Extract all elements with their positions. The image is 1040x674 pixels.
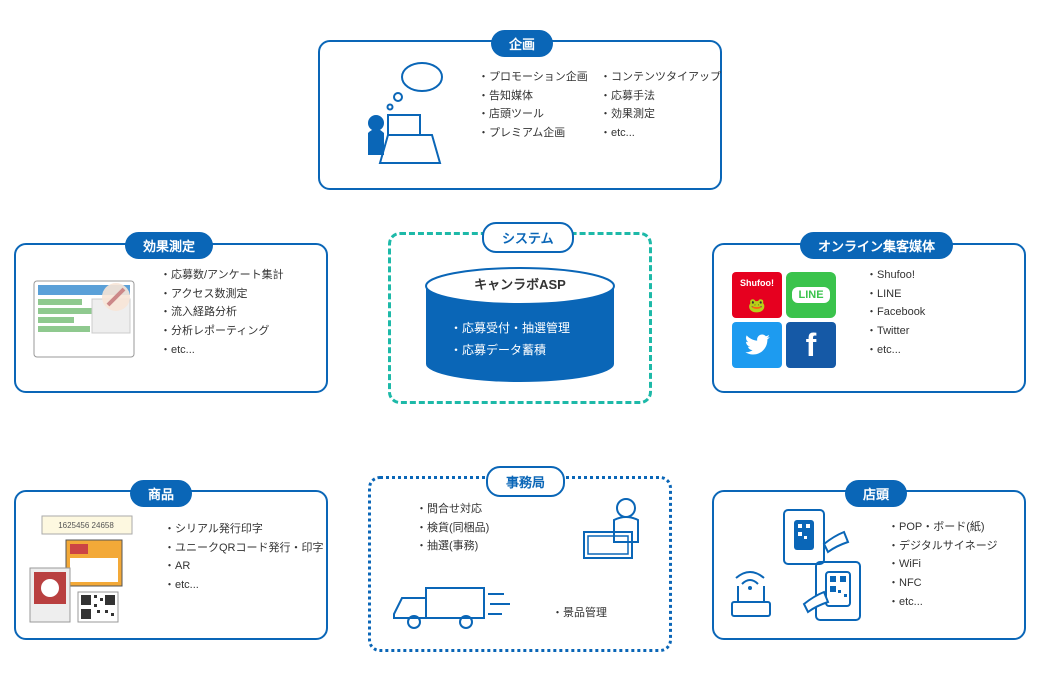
store-items: POP・ボード(紙) デジタルサイネージ WiFi NFC etc...	[888, 518, 998, 611]
system-center-label: キャンラボASP	[416, 274, 624, 293]
planning-items-1: プロモーション企画 告知媒体 店頭ツール プレミアム企画	[478, 68, 588, 143]
planning-icon	[340, 55, 460, 175]
shufoo-icon: Shufoo! 🐸	[732, 272, 782, 318]
system-cylinder-items: ・応募受付・抽選管理 ・応募データ蓄積	[450, 318, 570, 361]
product-items: シリアル発行印字 ユニークQRコード発行・印字 AR etc...	[164, 520, 324, 595]
svg-text:1625456 24658: 1625456 24658	[58, 521, 114, 530]
office-truck-label: 景品管理	[552, 604, 607, 623]
facebook-icon: f	[786, 322, 836, 368]
measurement-icon	[30, 275, 140, 365]
measurement-items: 応募数/アンケート集計 アクセス数測定 流入経路分析 分析レポーティング etc…	[160, 266, 284, 359]
measurement-tag: 効果測定	[125, 232, 213, 259]
online-tag: オンライン集客媒体	[800, 232, 953, 259]
product-icon: 1625456 24658	[28, 510, 148, 630]
system-cylinder: キャンラボASP ・応募受付・抽選管理 ・応募データ蓄積	[416, 258, 624, 386]
office-truck-icon	[390, 580, 520, 640]
office-person-icon	[566, 492, 658, 572]
system-tag: システム	[482, 222, 574, 253]
twitter-icon	[732, 322, 782, 368]
online-items: Shufoo! LINE Facebook Twitter etc...	[866, 266, 925, 359]
product-tag: 商品	[130, 480, 192, 507]
online-icons: Shufoo! 🐸 LINE f	[732, 272, 848, 372]
store-icon	[726, 506, 876, 632]
line-icon: LINE	[786, 272, 836, 318]
planning-items-2: コンテンツタイアップ 応募手法 効果測定 etc...	[600, 68, 721, 143]
store-tag: 店頭	[845, 480, 907, 507]
office-tag: 事務局	[486, 466, 565, 497]
office-items: 問合せ対応 検貨(同梱品) 抽選(事務)	[416, 500, 489, 556]
planning-tag: 企画	[491, 30, 553, 57]
